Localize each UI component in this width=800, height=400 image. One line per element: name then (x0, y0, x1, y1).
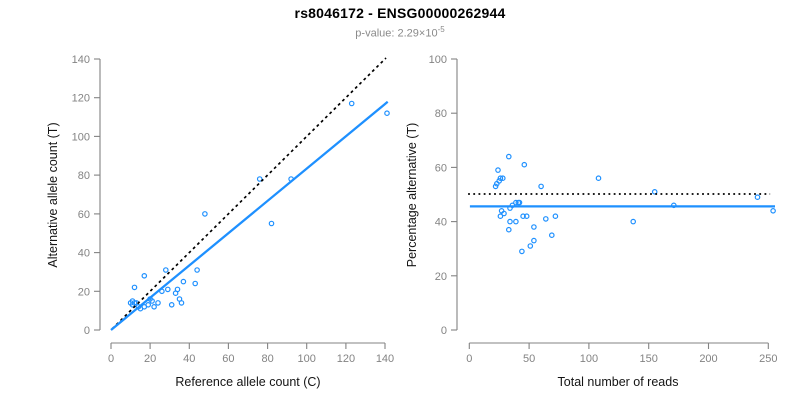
data-point (192, 280, 199, 287)
y-tick-label: 20 (435, 271, 447, 283)
x-tick-label: 140 (376, 353, 394, 365)
data-point (538, 183, 544, 190)
data-point (496, 178, 503, 184)
data-point (521, 161, 528, 168)
data-point (501, 210, 507, 217)
data-point (131, 284, 138, 291)
x-tick-label: 120 (337, 353, 355, 365)
data-point (516, 199, 523, 206)
figure-title: rs8046172 - ENSG00000262944 (294, 5, 506, 21)
data-point (651, 189, 658, 195)
x-tick-label: 100 (580, 353, 598, 365)
data-point (256, 176, 263, 182)
data-point (520, 213, 526, 220)
y-tick-label: 80 (435, 108, 447, 120)
data-point (178, 300, 185, 306)
data-point (151, 303, 157, 310)
y-tick-label: 120 (72, 93, 90, 105)
data-point (384, 110, 390, 117)
x-tick-label: 100 (298, 353, 316, 365)
data-point (523, 213, 530, 220)
data-point (513, 199, 519, 206)
data-point (527, 243, 534, 249)
data-point (141, 272, 148, 279)
data-point (505, 226, 512, 233)
data-point (180, 278, 187, 285)
data-point (168, 301, 175, 308)
x-tick-label: 40 (183, 353, 195, 365)
x-tick-label: 250 (759, 353, 777, 365)
data-point (174, 286, 181, 293)
p-value-text: p-value: 2.29×10 (355, 27, 438, 40)
data-point (268, 220, 275, 227)
data-point (497, 213, 504, 220)
data-point (202, 211, 208, 217)
data-point (770, 208, 776, 214)
data-point (595, 175, 602, 182)
data-point (542, 216, 549, 222)
y-axis-title: Alternative allele count (T) (46, 122, 60, 267)
data-point (505, 153, 512, 160)
data-point (131, 300, 138, 306)
data-point (492, 183, 499, 190)
data-point (149, 298, 155, 304)
y-tick-label: 100 (72, 131, 90, 143)
y-tick-label: 0 (441, 325, 447, 337)
data-point (145, 301, 152, 308)
x-tick-label: 0 (108, 353, 114, 365)
data-point (194, 267, 200, 273)
data-point (548, 232, 555, 239)
x-tick-label: 200 (699, 353, 717, 365)
x-axis-title: Reference allele count (C) (175, 375, 320, 389)
identity-line (111, 57, 387, 330)
data-point (155, 300, 161, 306)
y-tick-label: 80 (78, 170, 90, 182)
data-point (507, 218, 513, 225)
data-point (552, 213, 559, 220)
y-tick-label: 140 (72, 54, 90, 66)
data-point (165, 286, 171, 293)
data-point (497, 175, 504, 182)
data-point (519, 248, 525, 255)
x-tick-label: 20 (144, 353, 156, 365)
data-point (630, 218, 637, 225)
y-tick-label: 60 (78, 209, 90, 221)
y-tick-label: 100 (429, 54, 447, 66)
p-value-exponent: -5 (437, 25, 445, 34)
y-axis-title: Percentage alternative (T) (405, 123, 419, 268)
x-tick-label: 0 (466, 353, 472, 365)
figure-subtitle: p-value: 2.29×10-5 (0, 25, 800, 40)
x-tick-label: 50 (523, 353, 535, 365)
data-point (531, 224, 537, 230)
data-point (531, 237, 537, 244)
data-point (499, 175, 506, 182)
data-point (163, 267, 169, 273)
x-axis-title: Total number of reads (558, 375, 679, 389)
y-tick-label: 40 (435, 217, 447, 229)
data-point (513, 218, 519, 225)
data-point (754, 194, 761, 201)
y-tick-label: 40 (78, 248, 90, 260)
data-point (495, 167, 501, 173)
x-tick-label: 80 (261, 353, 273, 365)
x-tick-label: 150 (640, 353, 658, 365)
x-tick-label: 60 (222, 353, 234, 365)
y-tick-label: 20 (78, 286, 90, 298)
y-tick-label: 0 (84, 325, 90, 337)
y-tick-label: 60 (435, 162, 447, 174)
data-point (348, 100, 355, 107)
regression-line (110, 100, 389, 331)
